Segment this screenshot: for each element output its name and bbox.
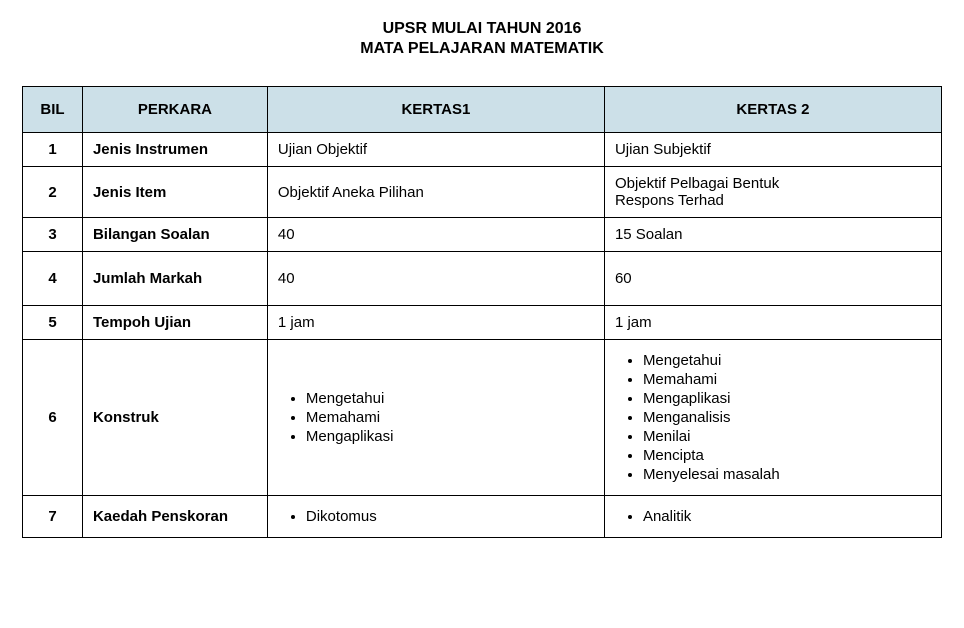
- list-item: Mencipta: [643, 447, 931, 464]
- cell-bil: 7: [23, 496, 83, 538]
- list-item: Menilai: [643, 428, 931, 445]
- cell-kertas1: Ujian Objektif: [267, 133, 604, 167]
- cell-kertas1: 1 jam: [267, 306, 604, 340]
- cell-list: Dikotomus: [278, 508, 594, 525]
- cell-bil: 4: [23, 252, 83, 306]
- cell-kertas2: Ujian Subjektif: [604, 133, 941, 167]
- list-item: Mengetahui: [643, 352, 931, 369]
- cell-bil: 5: [23, 306, 83, 340]
- cell-text: 40: [278, 226, 295, 243]
- cell-list: Analitik: [615, 508, 931, 525]
- cell-kertas2: Mengetahui Memahami Mengaplikasi Menganalis…: [604, 340, 941, 496]
- cell-bil: 3: [23, 218, 83, 252]
- cell-kertas1: Objektif Aneka Pilihan: [267, 167, 604, 218]
- cell-kertas2: 15 Soalan: [604, 218, 941, 252]
- cell-kertas2: 60: [604, 252, 941, 306]
- cell-kertas1: Mengetahui Memahami Mengaplikasi: [267, 340, 604, 496]
- list-item: Menyelesai masalah: [643, 466, 931, 483]
- cell-kertas2: 1 jam: [604, 306, 941, 340]
- cell-kertas2: Analitik: [604, 496, 941, 538]
- document-container: UPSR MULAI TAHUN 2016 MATA PELAJARAN MAT…: [22, 20, 942, 538]
- list-item: Analitik: [643, 508, 931, 525]
- table-row: 2Jenis Item Objektif Aneka Pilihan Objekti…: [23, 167, 942, 218]
- cell-text: Objektif Aneka Pilihan: [278, 184, 424, 201]
- table-row: 1Jenis Instrumen Ujian Objektif Ujian Subj…: [23, 133, 942, 167]
- cell-kertas2: Objektif Pelbagai BentukRespons Terhad: [604, 167, 941, 218]
- cell-perkara: Jumlah Markah: [82, 252, 267, 306]
- table-body: 1Jenis Instrumen Ujian Objektif Ujian Subj…: [23, 133, 942, 538]
- cell-perkara: Konstruk: [82, 340, 267, 496]
- cell-kertas1: Dikotomus: [267, 496, 604, 538]
- cell-perkara: Jenis Instrumen: [82, 133, 267, 167]
- table-header-row: BIL PERKARA KERTAS1 KERTAS 2: [23, 87, 942, 133]
- cell-perkara: Tempoh Ujian: [82, 306, 267, 340]
- cell-list: Mengetahui Memahami Mengaplikasi Menganalis…: [615, 352, 931, 483]
- cell-text: 1 jam: [615, 314, 652, 331]
- header-perkara: PERKARA: [82, 87, 267, 133]
- list-item: Memahami: [643, 371, 931, 388]
- cell-bil: 2: [23, 167, 83, 218]
- table-row: 6KonstrukMengetahuiMemahamiMengaplikasiM…: [23, 340, 942, 496]
- cell-text: 15 Soalan: [615, 226, 683, 243]
- title-line-2: MATA PELAJARAN MATEMATIK: [22, 40, 942, 58]
- cell-perkara: Kaedah Penskoran: [82, 496, 267, 538]
- header-bil: BIL: [23, 87, 83, 133]
- cell-kertas1: 40: [267, 252, 604, 306]
- cell-text: 1 jam: [278, 314, 315, 331]
- list-item: Memahami: [306, 409, 594, 426]
- header-kertas1: KERTAS1: [267, 87, 604, 133]
- cell-text: Ujian Subjektif: [615, 141, 711, 158]
- cell-bil: 6: [23, 340, 83, 496]
- cell-perkara: Jenis Item: [82, 167, 267, 218]
- list-item: Dikotomus: [306, 508, 594, 525]
- table-row: 3Bilangan Soalan 40 15 Soalan: [23, 218, 942, 252]
- cell-text: 60: [615, 270, 632, 287]
- cell-kertas1: 40: [267, 218, 604, 252]
- table-row: 7Kaedah Penskoran Dikotomus Analitik: [23, 496, 942, 538]
- table-row: 4Jumlah Markah 40 60: [23, 252, 942, 306]
- header-kertas2: KERTAS 2: [604, 87, 941, 133]
- cell-bil: 1: [23, 133, 83, 167]
- cell-text: Ujian Objektif: [278, 141, 367, 158]
- list-item: Mengetahui: [306, 390, 594, 407]
- list-item: Mengaplikasi: [306, 428, 594, 445]
- cell-list: Mengetahui Memahami Mengaplikasi: [278, 390, 594, 445]
- cell-text: 40: [278, 270, 295, 287]
- list-item: Mengaplikasi: [643, 390, 931, 407]
- table-row: 5Tempoh Ujian 1 jam 1 jam: [23, 306, 942, 340]
- title-line-1: UPSR MULAI TAHUN 2016: [22, 20, 942, 38]
- cell-text: Objektif Pelbagai BentukRespons Terhad: [615, 175, 779, 209]
- main-table: BIL PERKARA KERTAS1 KERTAS 2 1Jenis Inst…: [22, 86, 942, 538]
- list-item: Menganalisis: [643, 409, 931, 426]
- cell-perkara: Bilangan Soalan: [82, 218, 267, 252]
